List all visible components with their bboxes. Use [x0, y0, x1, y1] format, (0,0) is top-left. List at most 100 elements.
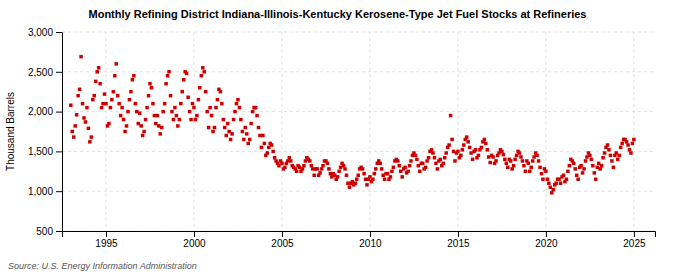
- point: [541, 178, 545, 182]
- point: [527, 162, 531, 166]
- point: [348, 185, 352, 189]
- point: [208, 106, 212, 110]
- point: [456, 150, 460, 154]
- point: [134, 102, 138, 106]
- point: [289, 159, 293, 163]
- point: [386, 172, 390, 176]
- point: [403, 166, 407, 170]
- point: [97, 66, 101, 70]
- point: [72, 135, 76, 139]
- point: [178, 118, 182, 122]
- point: [172, 118, 176, 122]
- point: [443, 156, 447, 160]
- y-grid-line: [62, 191, 655, 192]
- point: [342, 164, 346, 168]
- point: [141, 134, 145, 138]
- y-tick-mark: [56, 191, 62, 192]
- x-tick-mark: [458, 231, 459, 237]
- point: [160, 126, 164, 129]
- point: [109, 106, 113, 110]
- point: [213, 126, 217, 129]
- point: [107, 122, 111, 126]
- point: [156, 114, 160, 118]
- point: [151, 102, 155, 106]
- point: [144, 118, 148, 122]
- x-grid-line: [369, 32, 370, 231]
- x-tick: 2010: [359, 231, 382, 249]
- point: [104, 102, 108, 106]
- point: [163, 102, 167, 106]
- point: [593, 171, 597, 175]
- point: [180, 90, 184, 94]
- x-tick: 2000: [183, 231, 206, 249]
- point: [103, 92, 107, 96]
- y-tick: 500: [36, 226, 62, 237]
- point: [204, 90, 208, 94]
- y-tick-mark: [56, 112, 62, 113]
- point: [425, 159, 429, 163]
- point: [502, 153, 506, 157]
- point: [192, 106, 196, 110]
- point: [273, 156, 277, 160]
- point: [76, 94, 80, 98]
- point: [220, 102, 224, 106]
- point: [197, 98, 201, 102]
- point: [619, 146, 623, 150]
- point: [318, 171, 322, 175]
- point: [436, 167, 440, 171]
- point: [90, 135, 94, 139]
- point: [235, 102, 239, 106]
- point: [84, 120, 88, 124]
- point: [488, 161, 492, 165]
- point: [537, 159, 541, 163]
- point: [450, 138, 454, 142]
- x-tick-mark: [106, 231, 107, 237]
- point: [442, 162, 446, 166]
- x-tick-label: 2015: [447, 238, 470, 249]
- point: [114, 62, 118, 65]
- point: [91, 98, 95, 102]
- source-note: Source: U.S. Energy Information Administ…: [8, 261, 197, 271]
- point: [531, 159, 535, 163]
- point: [459, 154, 463, 158]
- point: [503, 158, 507, 162]
- point: [283, 166, 287, 170]
- point: [355, 178, 359, 182]
- point: [594, 178, 598, 182]
- point: [468, 146, 472, 150]
- point: [147, 94, 151, 98]
- point: [631, 142, 635, 146]
- point: [474, 148, 478, 152]
- point: [186, 96, 190, 100]
- point: [628, 148, 632, 152]
- point: [207, 126, 211, 129]
- point: [540, 172, 544, 176]
- point: [362, 172, 366, 176]
- point: [321, 164, 325, 168]
- point: [356, 174, 360, 178]
- point: [95, 70, 99, 74]
- point: [519, 155, 523, 159]
- point: [566, 170, 570, 174]
- point: [431, 151, 435, 155]
- point: [132, 74, 136, 78]
- point: [249, 122, 253, 126]
- point: [179, 102, 183, 106]
- point: [280, 162, 284, 166]
- point: [87, 127, 91, 131]
- point: [100, 106, 104, 110]
- point: [576, 178, 580, 182]
- point: [337, 170, 341, 174]
- point: [483, 138, 487, 142]
- point: [612, 166, 616, 170]
- point: [465, 135, 469, 139]
- x-tick-mark: [370, 231, 371, 237]
- point: [110, 98, 114, 102]
- point: [138, 111, 142, 115]
- point: [131, 78, 135, 82]
- point: [128, 98, 131, 102]
- point: [126, 110, 130, 114]
- point: [579, 164, 583, 168]
- x-grid-line: [457, 32, 458, 231]
- point: [255, 114, 259, 118]
